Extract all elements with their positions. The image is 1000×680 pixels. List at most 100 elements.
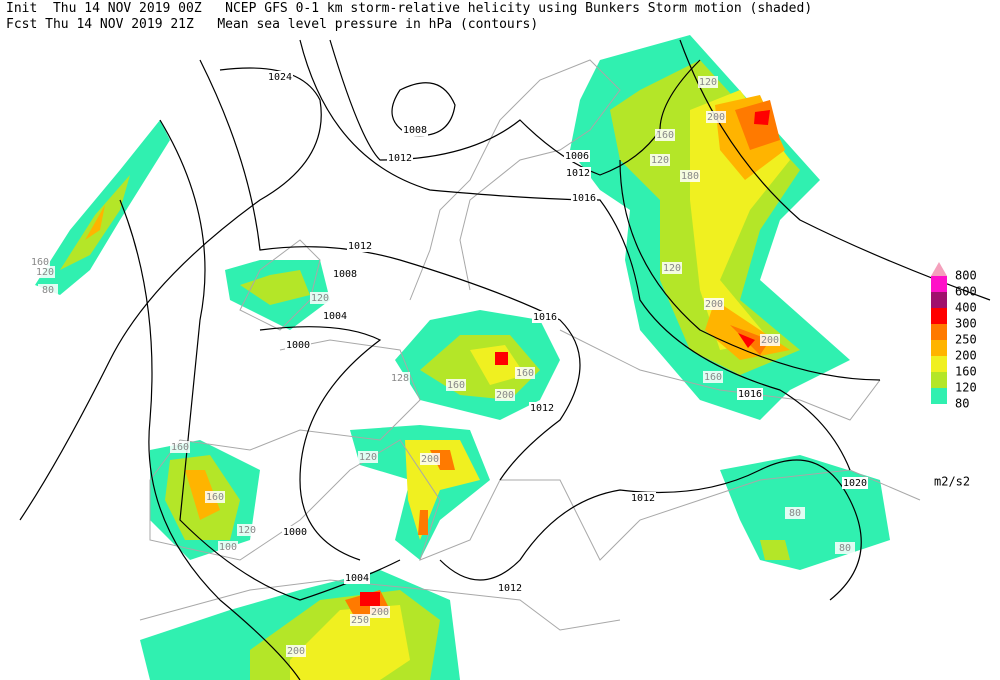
helicity-label-bg (835, 542, 855, 554)
isobar-label-bg (571, 192, 597, 204)
helicity-label: 80 (789, 508, 801, 519)
legend-label: 400 (955, 301, 977, 315)
legend-swatch (931, 372, 947, 388)
header-line: Fcst Thu 14 NOV 2019 21Z Mean sea level … (6, 17, 538, 32)
legend-swatch (931, 356, 947, 372)
isobar-label-bg (282, 526, 308, 538)
isobar-label-bg (267, 71, 293, 83)
legend-swatch (931, 308, 947, 324)
helicity-label-bg (785, 507, 805, 519)
helicity-label: 160 (31, 257, 49, 268)
legend-label: 120 (955, 381, 977, 395)
helicity-label: 180 (681, 171, 699, 182)
legend-swatch (931, 292, 947, 308)
isobar-label-bg (387, 152, 413, 164)
isobar-label: 1006 (565, 151, 589, 162)
legend-label: 160 (955, 365, 977, 379)
helicity-label: 160 (447, 380, 465, 391)
legend-label: 200 (955, 349, 977, 363)
helicity-label: 160 (516, 368, 534, 379)
isobar-label-bg (347, 240, 373, 252)
helicity-label: 128 (391, 373, 409, 384)
isobar-label: 1016 (533, 312, 557, 323)
legend-swatch (931, 388, 947, 404)
isobar-label: 1008 (403, 125, 427, 136)
isobar-label: 1024 (268, 72, 292, 83)
legend-swatch (931, 340, 947, 356)
helicity-label: 120 (36, 267, 54, 278)
helicity-label-bg (703, 371, 723, 383)
isobar-label-bg (564, 150, 590, 162)
helicity-label-bg (286, 645, 306, 657)
isobar-label: 1012 (566, 168, 590, 179)
helicity-label: 200 (761, 335, 779, 346)
legend-label: 800 (955, 269, 977, 283)
isobar-label-bg (285, 339, 311, 351)
helicity-label-bg (760, 334, 780, 346)
helicity-label-bg (38, 284, 58, 296)
helicity-label: 200 (707, 112, 725, 123)
helicity-label-bg (390, 372, 410, 384)
helicity-label-bg (420, 453, 440, 465)
isobar-label-bg (529, 402, 555, 414)
isobars (19, 39, 991, 680)
helicity-label-bg (370, 606, 390, 618)
isobar-label: 1012 (348, 241, 372, 252)
helicity-label: 120 (238, 525, 256, 536)
isobar-label-bg (565, 167, 591, 179)
legend-swatch (931, 276, 947, 292)
helicity-label: 200 (421, 454, 439, 465)
helicity-label: 160 (171, 442, 189, 453)
isobar-label-bg (332, 268, 358, 280)
isobar-label: 1016 (572, 193, 596, 204)
legend-arrow (931, 262, 947, 276)
isobar-label: 1020 (843, 478, 867, 489)
helicity-label-bg (698, 76, 718, 88)
helicity-label-bg (704, 298, 724, 310)
helicity-label: 80 (839, 543, 851, 554)
helicity-label-bg (358, 451, 378, 463)
isobar-label: 1008 (333, 269, 357, 280)
isobar-label: 1012 (631, 493, 655, 504)
helicity-label-bg (35, 266, 55, 278)
helicity-label-bg (205, 491, 225, 503)
legend-label: 250 (955, 333, 977, 347)
helicity-label: 160 (206, 492, 224, 503)
helicity-label: 200 (705, 299, 723, 310)
helicity-label-bg (495, 389, 515, 401)
helicity-label: 200 (287, 646, 305, 657)
helicity-label: 120 (699, 77, 717, 88)
helicity-label: 160 (704, 372, 722, 383)
helicity-label-bg (30, 256, 50, 268)
helicity-label: 120 (359, 452, 377, 463)
legend: m2/s2 800 600 400 300 250 200 160 120 80 (931, 262, 977, 489)
helicity-label-bg (170, 441, 190, 453)
helicity-label-bg (350, 614, 370, 626)
isobar-label-bg (497, 582, 523, 594)
isobar-label-bg (630, 492, 656, 504)
helicity-label-bg (446, 379, 466, 391)
isobar-label-bg (344, 572, 370, 584)
helicity-label: 250 (351, 615, 369, 626)
helicity-label: 200 (371, 607, 389, 618)
helicity-label-bg (650, 154, 670, 166)
helicity-label: 120 (651, 155, 669, 166)
header-line: Init Thu 14 NOV 2019 00Z NCEP GFS 0-1 km… (6, 1, 812, 16)
helicity-label: 120 (311, 293, 329, 304)
helicity-label: 160 (656, 130, 674, 141)
legend-label: 80 (955, 397, 969, 411)
isobar-label: 1004 (323, 311, 347, 322)
isobar-label: 1000 (286, 340, 310, 351)
isobar-label: 1016 (738, 389, 762, 400)
helicity-label-bg (218, 541, 238, 553)
helicity-label: 80 (42, 285, 54, 296)
helicity-label-bg (310, 292, 330, 304)
isobar-label: 1012 (530, 403, 554, 414)
isobar-label-bg (322, 310, 348, 322)
isobar-label: 1012 (388, 153, 412, 164)
helicity-label-bg (706, 111, 726, 123)
helicity-label-bg (655, 129, 675, 141)
isobar-label: 1012 (498, 583, 522, 594)
legend-label: 300 (955, 317, 977, 331)
